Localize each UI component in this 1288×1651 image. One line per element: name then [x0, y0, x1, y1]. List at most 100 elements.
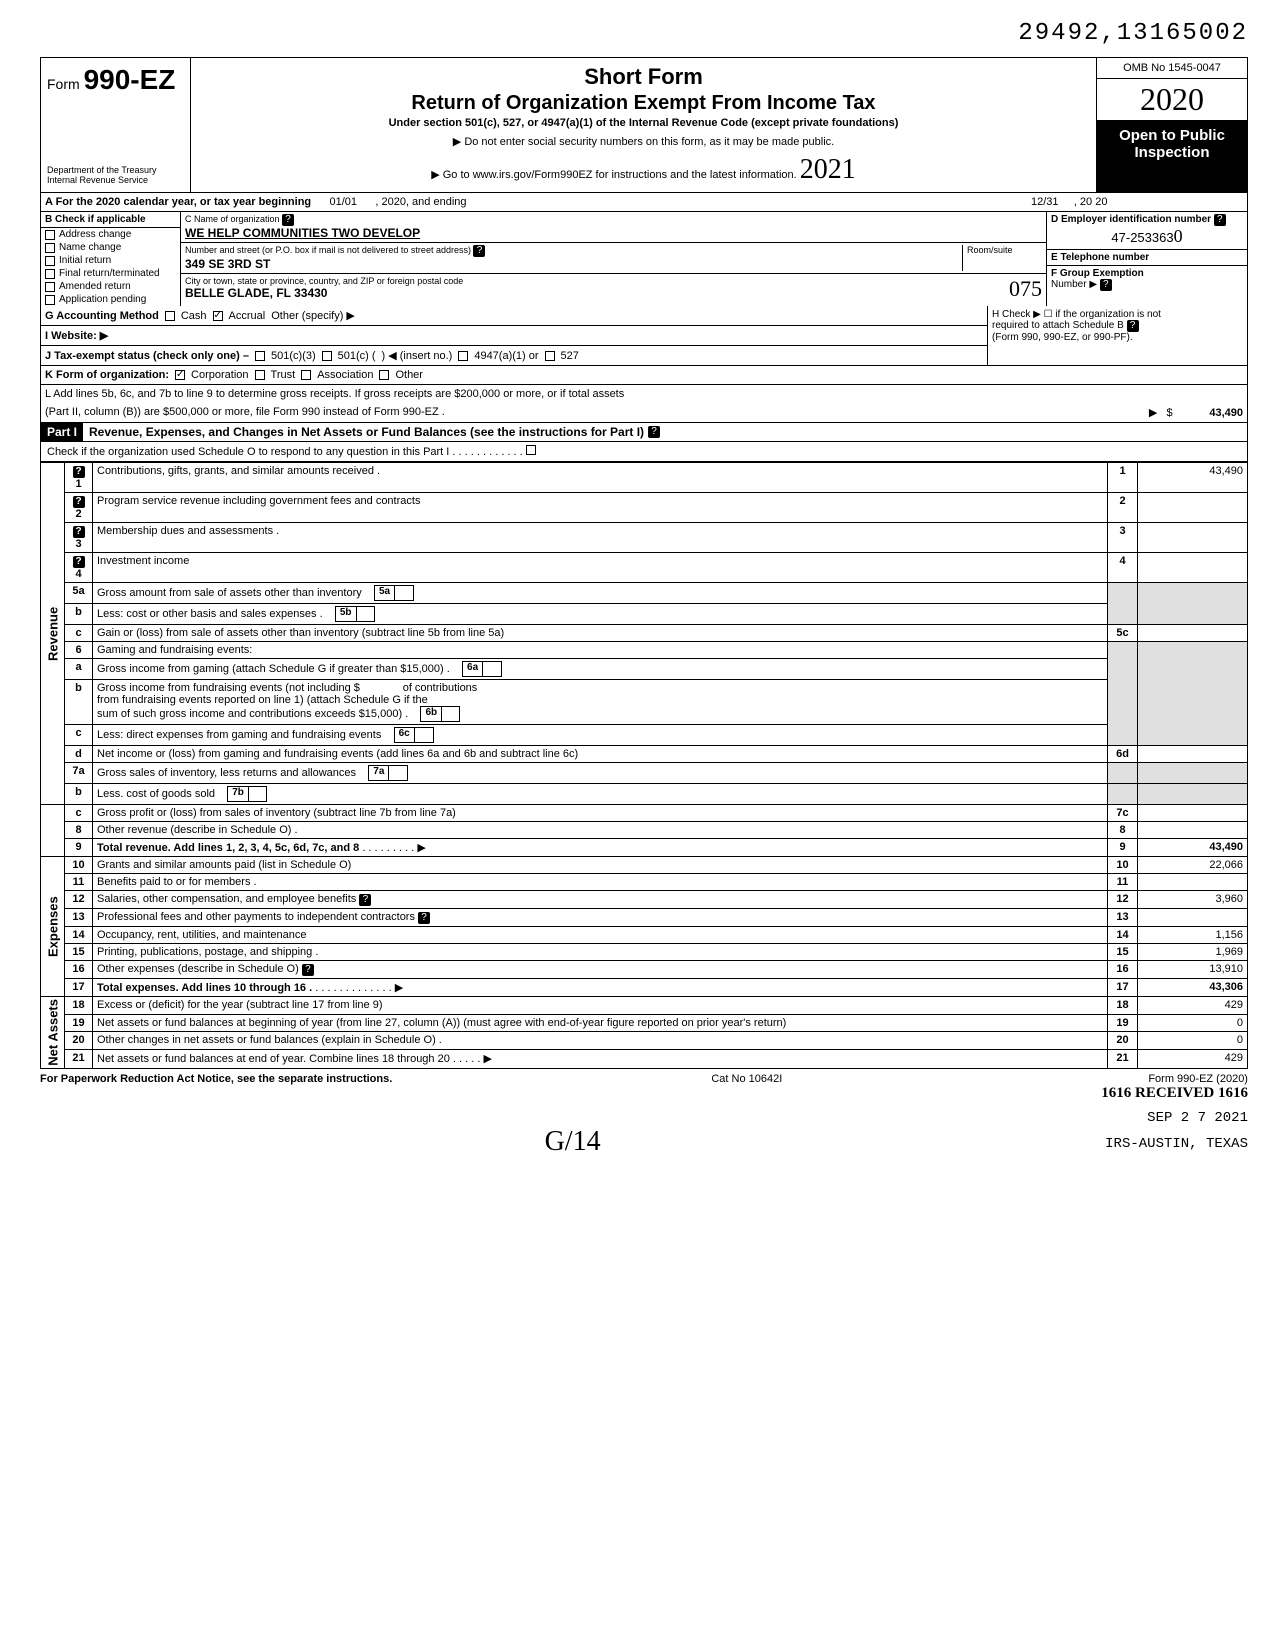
- line-13-desc: Professional fees and other payments to …: [97, 911, 415, 923]
- chk-4947[interactable]: [458, 351, 468, 361]
- line-19-box: 19: [1108, 1014, 1138, 1032]
- handwritten-g14: G/14: [545, 1126, 601, 1158]
- line-1-amt: 43,490: [1138, 463, 1248, 493]
- line-6-desc: Gaming and fundraising events:: [93, 642, 1108, 659]
- 501c3-label: 501(c)(3): [271, 350, 316, 362]
- line-6a-desc: Gross income from gaming (attach Schedul…: [97, 663, 450, 675]
- line-7c-desc: Gross profit or (loss) from sales of inv…: [93, 805, 1108, 822]
- chk-initial-return[interactable]: Initial return: [41, 254, 180, 267]
- goto-text: ▶ Go to www.irs.gov/Form990EZ for instru…: [431, 169, 797, 181]
- ein-label: D Employer identification number: [1051, 214, 1211, 225]
- line-19-num: 19: [65, 1014, 93, 1032]
- chk-cash[interactable]: [165, 311, 175, 321]
- line-17-num: 17: [65, 979, 93, 997]
- line-6b-ibox: 6b: [421, 707, 442, 721]
- insert-no-label: ) ◀ (insert no.): [382, 349, 453, 362]
- col-c-org-info: C Name of organization ? WE HELP COMMUNI…: [181, 212, 1047, 306]
- line-2-amt: [1138, 493, 1248, 523]
- form-prefix: Form: [47, 76, 80, 92]
- row-h-line1: H Check ▶ ☐ if the organization is not: [992, 309, 1243, 320]
- chk-final-return[interactable]: Final return/terminated: [41, 267, 180, 280]
- form-number-value: 990-EZ: [84, 64, 176, 95]
- line-20-amt: 0: [1138, 1032, 1248, 1050]
- chk-schedule-o[interactable]: [526, 445, 536, 455]
- row-a-mid: , 2020, and ending: [375, 196, 466, 208]
- room-label: Room/suite: [967, 245, 1042, 255]
- line-16-box: 16: [1108, 961, 1138, 979]
- line-14-box: 14: [1108, 927, 1138, 944]
- phone-label: E Telephone number: [1051, 252, 1149, 263]
- accounting-label: G Accounting Method: [45, 310, 159, 322]
- line-9-amt: 43,490: [1209, 841, 1243, 853]
- line-5a-ibox: 5a: [375, 586, 395, 600]
- line-6b-d3: from fundraising events reported on line…: [97, 694, 428, 706]
- line-16-desc: Other expenses (describe in Schedule O): [97, 963, 299, 975]
- chk-amended-return[interactable]: Amended return: [41, 280, 180, 293]
- line-21-box: 21: [1108, 1049, 1138, 1068]
- chk-corporation[interactable]: [175, 370, 185, 380]
- line-9-desc: Total revenue. Add lines 1, 2, 3, 4, 5c,…: [97, 842, 359, 854]
- line-19-amt: 0: [1138, 1014, 1248, 1032]
- tax-year-end-year: , 20 20: [1074, 196, 1108, 208]
- line-13-amt: [1138, 909, 1248, 927]
- chk-association[interactable]: [301, 370, 311, 380]
- line-5c-amt: [1138, 625, 1248, 642]
- tax-status-label: J Tax-exempt status (check only one) –: [45, 350, 249, 362]
- chk-other-org[interactable]: [379, 370, 389, 380]
- under-section: Under section 501(c), 527, or 4947(a)(1)…: [201, 117, 1086, 129]
- line-2-box: 2: [1108, 493, 1138, 523]
- chk-501c3[interactable]: [255, 351, 265, 361]
- form-code: Form 990-EZ (2020): [1101, 1073, 1248, 1085]
- line-8-box: 8: [1108, 822, 1138, 839]
- form-header: Form 990-EZ Department of the Treasury I…: [40, 57, 1248, 193]
- line-5b-ibox: 5b: [336, 607, 357, 621]
- line-7b-desc: Less. cost of goods sold: [97, 788, 215, 800]
- line-11-amt: [1138, 874, 1248, 891]
- line-6b-num: b: [65, 680, 93, 725]
- chk-501c[interactable]: [322, 351, 332, 361]
- line-8-desc: Other revenue (describe in Schedule O) .: [93, 822, 1108, 839]
- part-1-header: Part I Revenue, Expenses, and Changes in…: [40, 423, 1248, 442]
- org-form-label: K Form of organization:: [45, 369, 169, 381]
- chk-application-pending[interactable]: Application pending: [41, 293, 180, 306]
- chk-trust[interactable]: [255, 370, 265, 380]
- line-18-amt: 429: [1138, 997, 1248, 1015]
- line-12-box: 12: [1108, 891, 1138, 909]
- line-21-amt: 429: [1138, 1049, 1248, 1068]
- line-10-num: 10: [65, 857, 93, 874]
- line-6c-ibox: 6c: [395, 728, 415, 742]
- line-11-box: 11: [1108, 874, 1138, 891]
- line-16-amt: 13,910: [1138, 961, 1248, 979]
- line-20-desc: Other changes in net assets or fund bala…: [93, 1032, 1108, 1050]
- row-h-schedule-b: H Check ▶ ☐ if the organization is not r…: [988, 306, 1248, 366]
- line-7b-ibox: 7b: [228, 787, 249, 801]
- handwritten-year: 2021: [800, 154, 856, 185]
- row-g-accounting: G Accounting Method Cash Accrual Other (…: [40, 306, 988, 326]
- city-state-zip: BELLE GLADE, FL 33430: [185, 286, 1009, 300]
- row-h-line2: required to attach Schedule B: [992, 320, 1124, 331]
- row-l-line1: L Add lines 5b, 6c, and 7b to line 9 to …: [45, 388, 624, 400]
- return-title: Return of Organization Exempt From Incom…: [201, 92, 1086, 115]
- date-stamp: SEP 2 7 2021: [40, 1110, 1248, 1126]
- chk-527[interactable]: [545, 351, 555, 361]
- document-id: 29492,13165002: [40, 20, 1248, 47]
- chk-address-change[interactable]: Address change: [41, 228, 180, 241]
- line-5c-box: 5c: [1108, 625, 1138, 642]
- chk-name-change[interactable]: Name change: [41, 241, 180, 254]
- col-b-header: B Check if applicable: [41, 212, 180, 228]
- row-l-line2: (Part II, column (B)) are $500,000 or mo…: [45, 406, 445, 419]
- handwritten-room: 075: [1009, 276, 1042, 302]
- line-21-desc: Net assets or fund balances at end of ye…: [97, 1053, 450, 1065]
- corporation-label: Corporation: [191, 369, 248, 381]
- location-stamp: IRS-AUSTIN, TEXAS: [1105, 1136, 1248, 1152]
- line-5c-num: c: [65, 625, 93, 642]
- line-11-num: 11: [65, 874, 93, 891]
- chk-accrual[interactable]: [213, 311, 223, 321]
- line-16-num: 16: [65, 961, 93, 979]
- line-7c-num: c: [65, 805, 93, 822]
- section-b-c-d: B Check if applicable Address change Nam…: [40, 212, 1248, 306]
- group-number-label: Number ▶: [1051, 279, 1097, 290]
- line-20-num: 20: [65, 1032, 93, 1050]
- org-name-label: C Name of organization: [185, 214, 280, 224]
- line-2-desc: Program service revenue including govern…: [93, 493, 1108, 523]
